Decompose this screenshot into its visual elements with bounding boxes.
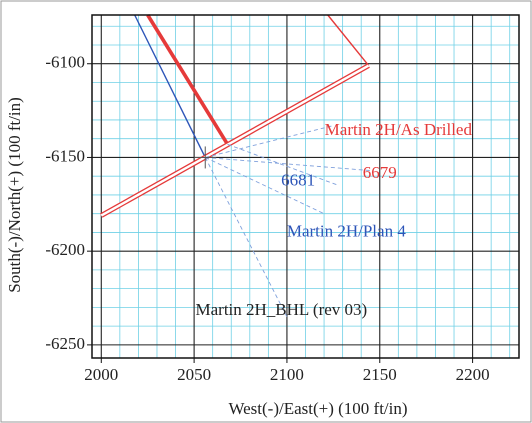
y-tick-label: -6150 (45, 146, 85, 165)
x-axis-label: West(-)/East(+) (100 ft/in) (228, 399, 407, 418)
series-line-9 (227, 143, 340, 186)
x-tick-label: 2150 (363, 365, 397, 384)
y-tick-label: -6100 (45, 53, 85, 72)
marker-layer (194, 146, 217, 169)
annotation-label-4: Martin 2H/Plan 4 (287, 221, 406, 240)
x-tick-label: 2000 (84, 365, 118, 384)
annotation-label-5: Martin 2H_BHL (rev 03) (196, 300, 368, 319)
y-tick-label: -6200 (45, 240, 85, 259)
annotation-label-2: 6679 (363, 163, 397, 182)
series-layer (100, 14, 371, 317)
y-tick-label: -6250 (45, 334, 85, 353)
x-axis-ticks: 2000 2050 2100 2150 2200 (84, 358, 490, 384)
series-line-2 (134, 14, 206, 158)
x-tick-label: 2050 (177, 365, 211, 384)
series-line-4-inner (100, 64, 370, 217)
series-line-3 (327, 14, 370, 67)
series-line-5 (205, 125, 334, 158)
y-axis-ticks: -6100 -6150 -6200 -6250 (45, 53, 92, 353)
series-line-7 (205, 157, 325, 215)
annotation-label-3: 6681 (281, 171, 315, 190)
y-axis-label: South(-)/North(+) (100 ft/in) (5, 97, 24, 293)
series-line-8 (204, 157, 288, 317)
x-tick-label: 2200 (456, 365, 490, 384)
series-line-6 (205, 156, 371, 172)
x-tick-label: 2100 (270, 365, 304, 384)
major-grid (92, 15, 519, 358)
annotation-layer: Martin 2H/As Drilled 6679 6681 Martin 2H/Pl… (196, 120, 473, 319)
plot-area-border (91, 14, 520, 359)
annotation-label-1: Martin 2H/As Drilled (325, 120, 473, 139)
series-line-1 (146, 14, 230, 146)
